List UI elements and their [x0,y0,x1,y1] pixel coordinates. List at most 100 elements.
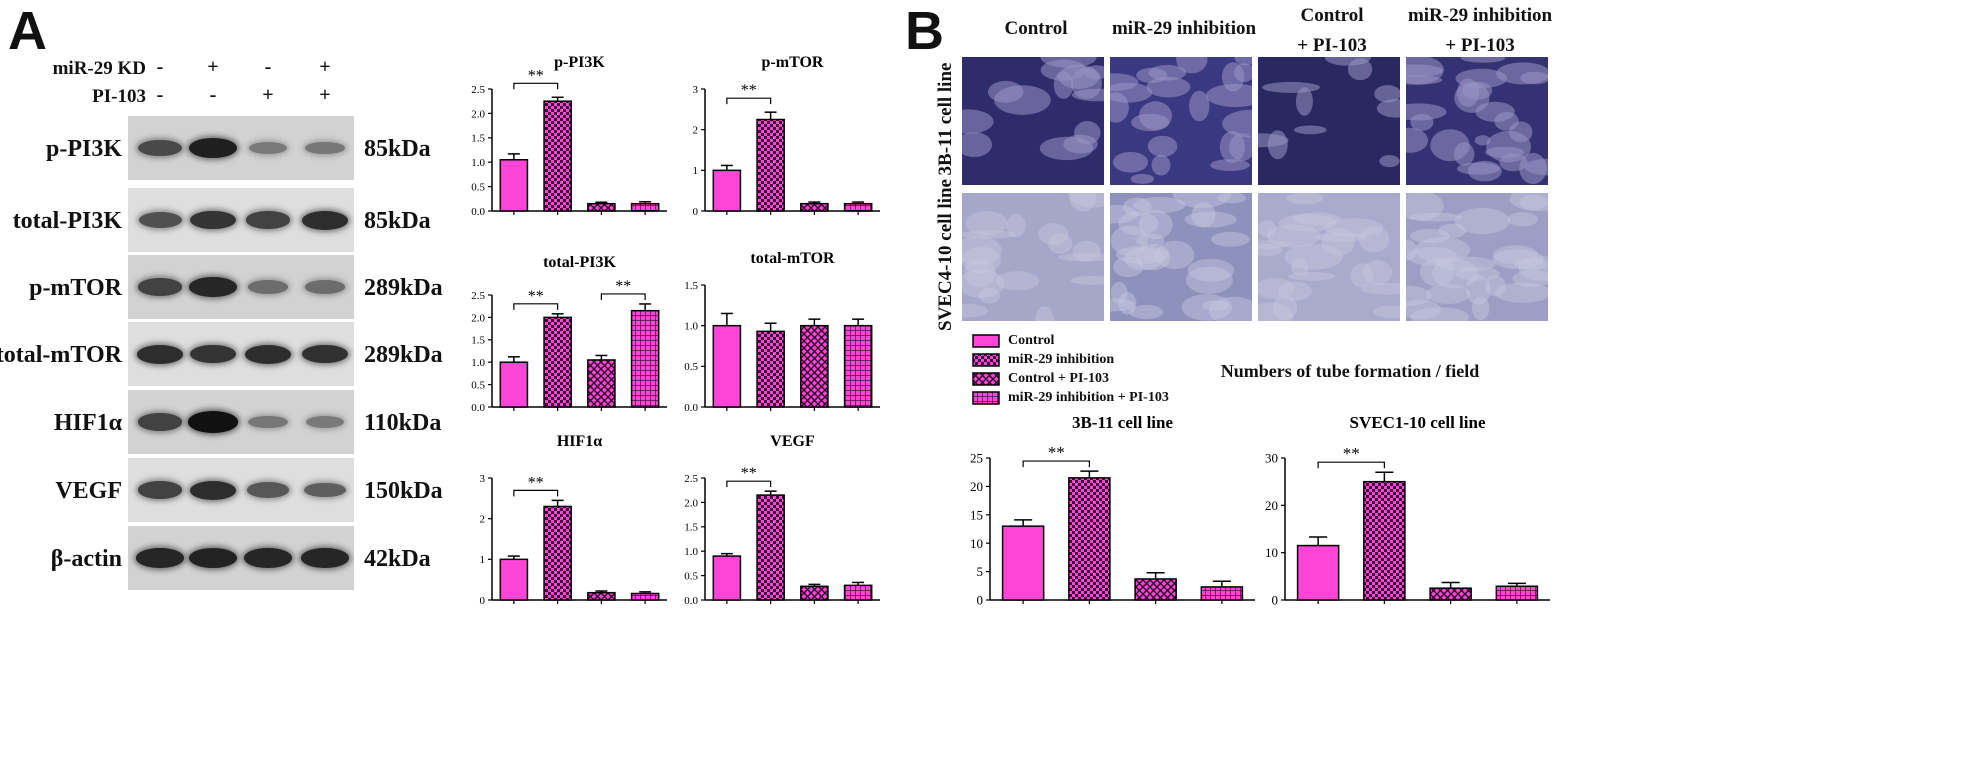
bar [712,169,742,212]
blot-image [128,322,354,386]
significance-bracket [726,480,772,488]
blot-kda: 150kDa [364,478,443,504]
blot-band [304,482,346,498]
cell-cluster [1053,71,1074,99]
y-tick-label: 2 [693,125,699,137]
bar [543,100,572,212]
y-tick-label: 3 [480,473,486,485]
cell-cluster [1286,193,1324,205]
bar [712,324,742,408]
cell-cluster [1372,305,1400,319]
blot-band [189,548,237,568]
blot-band [301,344,349,364]
cell-cluster [1519,194,1548,211]
bar [1001,525,1045,601]
bar [499,159,529,212]
blot-image [128,188,354,252]
cell-cluster [1113,256,1144,278]
micrograph-texture [1258,193,1400,321]
cell-cluster [1524,158,1548,176]
micrograph-texture [1406,57,1548,185]
cell-cluster [1184,211,1237,228]
cell-cluster [1426,283,1471,304]
blot-kda: 289kDa [364,275,443,301]
micrograph-column-header: Control [951,18,1121,40]
cell-cluster [1258,240,1290,249]
blot-label: HIF1α [53,410,122,436]
cell-cluster [1315,232,1367,242]
chart-title: VEGF [770,433,815,450]
cell-cluster [1509,193,1548,212]
bar [712,555,742,601]
column-header-line: Control [1004,18,1068,39]
bar [587,591,616,601]
micrograph-image [1110,57,1252,185]
cell-cluster [1139,101,1172,130]
micrograph-column-header: miR-29 inhibition + PI-103 [1395,5,1565,57]
cell-cluster [1406,103,1447,121]
y-tick-label: 1 [480,554,486,566]
chart-title: p-mTOR [762,54,824,71]
bar [587,202,616,212]
bar-chart: SVEC1-10 cell line 0 10 20 30 ** [1265,413,1550,608]
cell-cluster [1038,223,1069,245]
condition-sign: - [156,84,164,106]
cell-cluster [1492,249,1544,270]
blot-kda: 85kDa [364,208,431,234]
cell-cluster [1295,87,1313,116]
y-tick-label: 0.5 [471,379,485,391]
y-tick-label: 20 [1265,498,1278,513]
legend-item: Control + PI-103 [972,371,1109,387]
condition-sign: + [319,84,331,106]
cell-cluster [1514,258,1548,271]
bar [543,316,572,408]
y-tick-label: 2.0 [684,497,698,509]
cell-cluster [1406,127,1429,153]
micrograph-image [1258,57,1400,185]
micrograph-texture [1258,57,1400,168]
cell-cluster [1258,302,1294,321]
y-tick-label: 2 [480,514,486,526]
cell-cluster [1406,64,1444,77]
legend-item: miR-29 inhibition + PI-103 [972,390,1169,406]
cell-cluster [962,246,1001,274]
condition-label-mir29: miR-29 KD [52,58,146,79]
y-tick-label: 0 [977,593,984,608]
significance-label: ** [528,474,544,491]
cell-cluster [1292,212,1341,226]
y-tick-label: 1.5 [471,335,485,347]
bar-chart: 3B-11 cell line 0 5 10 15 20 25 ** [970,413,1255,608]
cell-cluster [1221,62,1245,92]
bar [1200,586,1244,601]
significance-bracket [513,82,559,90]
cell-cluster [1474,135,1491,146]
cell-cluster [1110,281,1128,305]
bar [1068,477,1111,601]
column-header-line: + PI-103 [1297,35,1367,56]
legend-label: Control + PI-103 [1008,371,1110,386]
column-header-line: Control [1300,5,1364,26]
cell-cluster [962,303,988,318]
y-tick-label: 0.0 [471,206,485,218]
y-tick-label: 2.5 [684,473,698,485]
cell-cluster [1129,304,1164,320]
cell-cluster [1112,151,1149,173]
cell-cluster [1436,256,1496,272]
cell-cluster [1431,259,1479,289]
cell-cluster [1110,298,1136,312]
micrograph-image [962,57,1104,185]
significance-bracket [513,489,559,497]
blot-label: VEGF [55,478,122,504]
legend-swatch [972,353,1000,367]
significance-label: ** [1343,444,1360,463]
blot-band [137,413,183,431]
bar [630,592,660,601]
cell-cluster [1205,83,1252,108]
significance-bracket [600,293,646,300]
blot-band [304,280,346,294]
significance-label: ** [528,288,544,305]
legend-swatch [972,334,1000,348]
significance-label: ** [1048,443,1065,462]
cell-cluster [1110,225,1149,256]
